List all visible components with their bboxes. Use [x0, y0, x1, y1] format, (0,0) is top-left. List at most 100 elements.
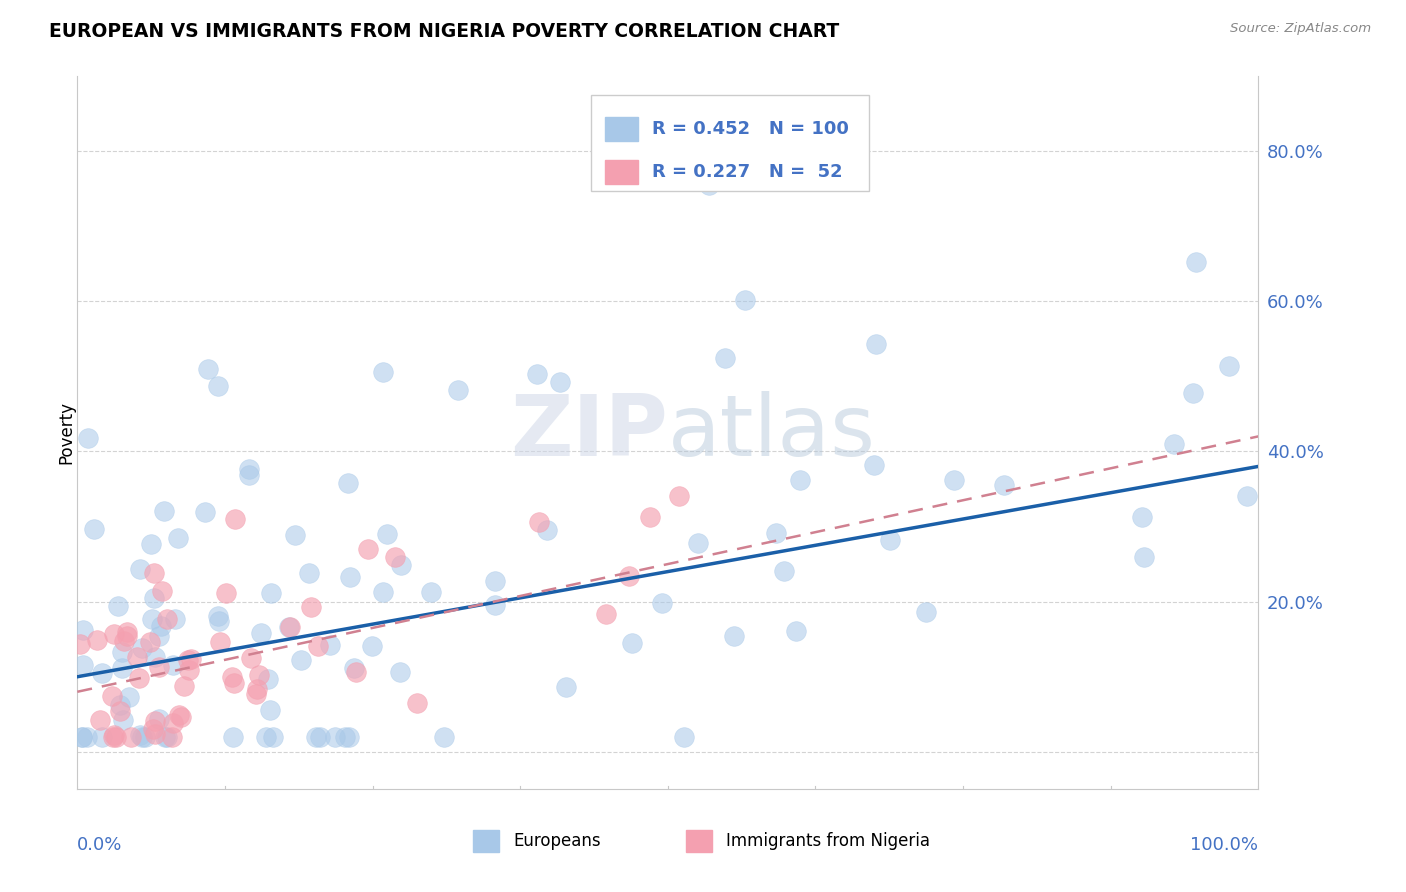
Point: [111, 661, 134, 675]
Point: [420, 584, 443, 599]
Point: [128, 671, 150, 685]
Point: [215, 585, 238, 599]
Point: [651, 596, 673, 610]
Point: [170, 710, 193, 724]
Point: [389, 558, 412, 573]
Point: [101, 730, 124, 744]
Text: R = 0.227   N =  52: R = 0.227 N = 52: [652, 163, 844, 181]
Point: [617, 569, 640, 583]
Point: [785, 624, 807, 638]
FancyBboxPatch shape: [605, 161, 638, 184]
Point: [180, 651, 202, 665]
Point: [323, 730, 346, 744]
Point: [259, 703, 281, 717]
Point: [173, 679, 195, 693]
Point: [357, 542, 380, 557]
Point: [305, 730, 328, 744]
Point: [139, 537, 162, 551]
Point: [238, 468, 260, 483]
Point: [221, 670, 243, 684]
FancyBboxPatch shape: [472, 830, 499, 852]
Point: [536, 523, 558, 537]
Point: [246, 681, 269, 696]
Point: [548, 375, 571, 389]
Point: [714, 351, 737, 365]
Point: [299, 599, 322, 614]
Point: [72, 623, 94, 637]
Text: EUROPEAN VS IMMIGRANTS FROM NIGERIA POVERTY CORRELATION CHART: EUROPEAN VS IMMIGRANTS FROM NIGERIA POVE…: [49, 22, 839, 41]
Point: [673, 730, 696, 744]
Point: [141, 723, 163, 737]
Point: [90, 730, 112, 744]
Point: [343, 661, 366, 675]
Point: [620, 636, 643, 650]
Point: [638, 510, 661, 524]
Point: [278, 620, 301, 634]
Point: [446, 383, 468, 397]
Point: [384, 549, 406, 564]
FancyBboxPatch shape: [605, 117, 638, 141]
Point: [375, 527, 398, 541]
Point: [879, 533, 901, 547]
Point: [360, 639, 382, 653]
Point: [108, 705, 131, 719]
Point: [915, 605, 938, 619]
Point: [308, 639, 330, 653]
Point: [111, 713, 134, 727]
Point: [239, 651, 262, 665]
Point: [247, 667, 270, 681]
Point: [70, 730, 93, 744]
Point: [153, 730, 176, 744]
FancyBboxPatch shape: [591, 95, 869, 192]
Point: [256, 672, 278, 686]
Point: [134, 730, 156, 744]
Point: [148, 629, 170, 643]
Point: [131, 640, 153, 655]
Point: [179, 663, 201, 677]
Point: [254, 730, 277, 744]
Point: [207, 379, 229, 393]
Point: [156, 612, 179, 626]
Point: [145, 650, 167, 665]
Point: [371, 365, 394, 379]
Point: [167, 531, 190, 545]
Point: [250, 626, 273, 640]
Point: [117, 625, 139, 640]
Point: [224, 675, 246, 690]
Point: [1130, 510, 1153, 524]
Point: [697, 178, 720, 193]
Point: [284, 528, 307, 542]
Point: [76, 730, 98, 744]
Point: [89, 713, 111, 727]
Point: [433, 730, 456, 744]
Point: [118, 690, 141, 704]
Text: Immigrants from Nigeria: Immigrants from Nigeria: [725, 832, 929, 850]
Point: [156, 730, 179, 744]
Point: [260, 586, 283, 600]
Point: [554, 680, 576, 694]
Point: [70, 730, 93, 744]
Point: [262, 730, 284, 744]
Point: [129, 728, 152, 742]
Point: [942, 473, 965, 487]
Point: [337, 476, 360, 491]
Point: [143, 566, 166, 581]
Point: [112, 634, 135, 648]
Point: [484, 598, 506, 612]
Point: [104, 730, 127, 744]
Point: [143, 714, 166, 728]
Point: [1236, 489, 1258, 503]
Point: [277, 620, 299, 634]
Text: 100.0%: 100.0%: [1191, 836, 1258, 854]
Point: [484, 574, 506, 588]
Point: [290, 653, 312, 667]
Point: [162, 657, 184, 672]
Point: [309, 730, 332, 744]
Point: [111, 645, 134, 659]
Point: [148, 712, 170, 726]
Point: [686, 536, 709, 550]
Point: [197, 361, 219, 376]
Point: [120, 730, 142, 744]
Point: [1218, 359, 1240, 373]
Point: [1185, 255, 1208, 269]
